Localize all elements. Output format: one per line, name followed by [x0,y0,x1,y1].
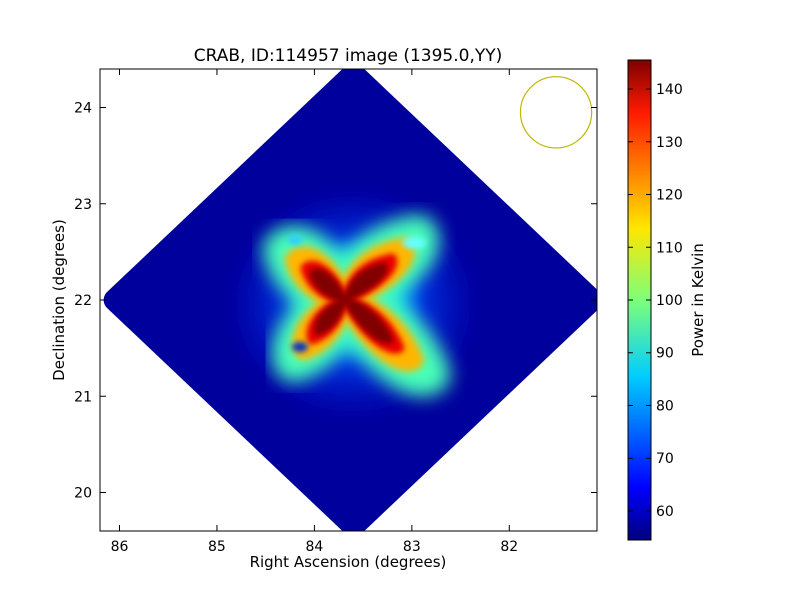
colorbar-tick-label: 140 [656,82,683,98]
colorbar-tick-label: 120 [656,188,683,204]
colorbar-tick-label: 90 [656,346,674,362]
y-tick-label: 22 [74,293,92,309]
y-tick-label: 24 [74,101,92,117]
x-tick-label: 84 [305,539,323,555]
source-arm-3-layer-4 [343,298,394,344]
x-tick-label: 83 [403,539,421,555]
source-arm-4-layer-4 [314,298,347,336]
plot-area [103,69,597,531]
source-arm-2-layer-4 [343,262,388,302]
y-axis: 20 21 22 23 24 [74,101,597,502]
y-axis-label: Declination (degrees) [50,219,68,381]
colorbar-axis: 60 70 80 90 100 110 120 130 140 [628,82,683,520]
x-axis-label: Right Ascension (degrees) [250,553,447,571]
source-arm-1-layer-4 [309,268,347,302]
y-tick-label: 23 [74,197,92,213]
colorbar-tick-label: 100 [656,293,683,309]
x-tick-label: 82 [500,539,518,555]
colorbar-tick-label: 60 [656,504,674,520]
chart-title: CRAB, ID:114957 image (1395.0,YY) [194,46,503,66]
side-lobe-lower-left [292,342,308,352]
y-tick-label: 21 [74,389,92,405]
y-tick-label: 20 [74,486,92,502]
side-lobe-upper-left [288,235,302,245]
x-axis: 86 85 84 83 82 [111,69,518,555]
beam-circle [519,76,593,149]
x-tick-label: 85 [208,539,226,555]
colorbar-tick-label: 80 [656,398,674,414]
colorbar-tick-label: 130 [656,135,683,151]
x-tick-label: 86 [111,539,129,555]
colorbar-label: Power in Kelvin [689,243,707,357]
colorbar-tick-label: 110 [656,240,683,256]
colorbar-tick-label: 70 [656,451,674,467]
side-lobe-upper-right [402,237,426,249]
